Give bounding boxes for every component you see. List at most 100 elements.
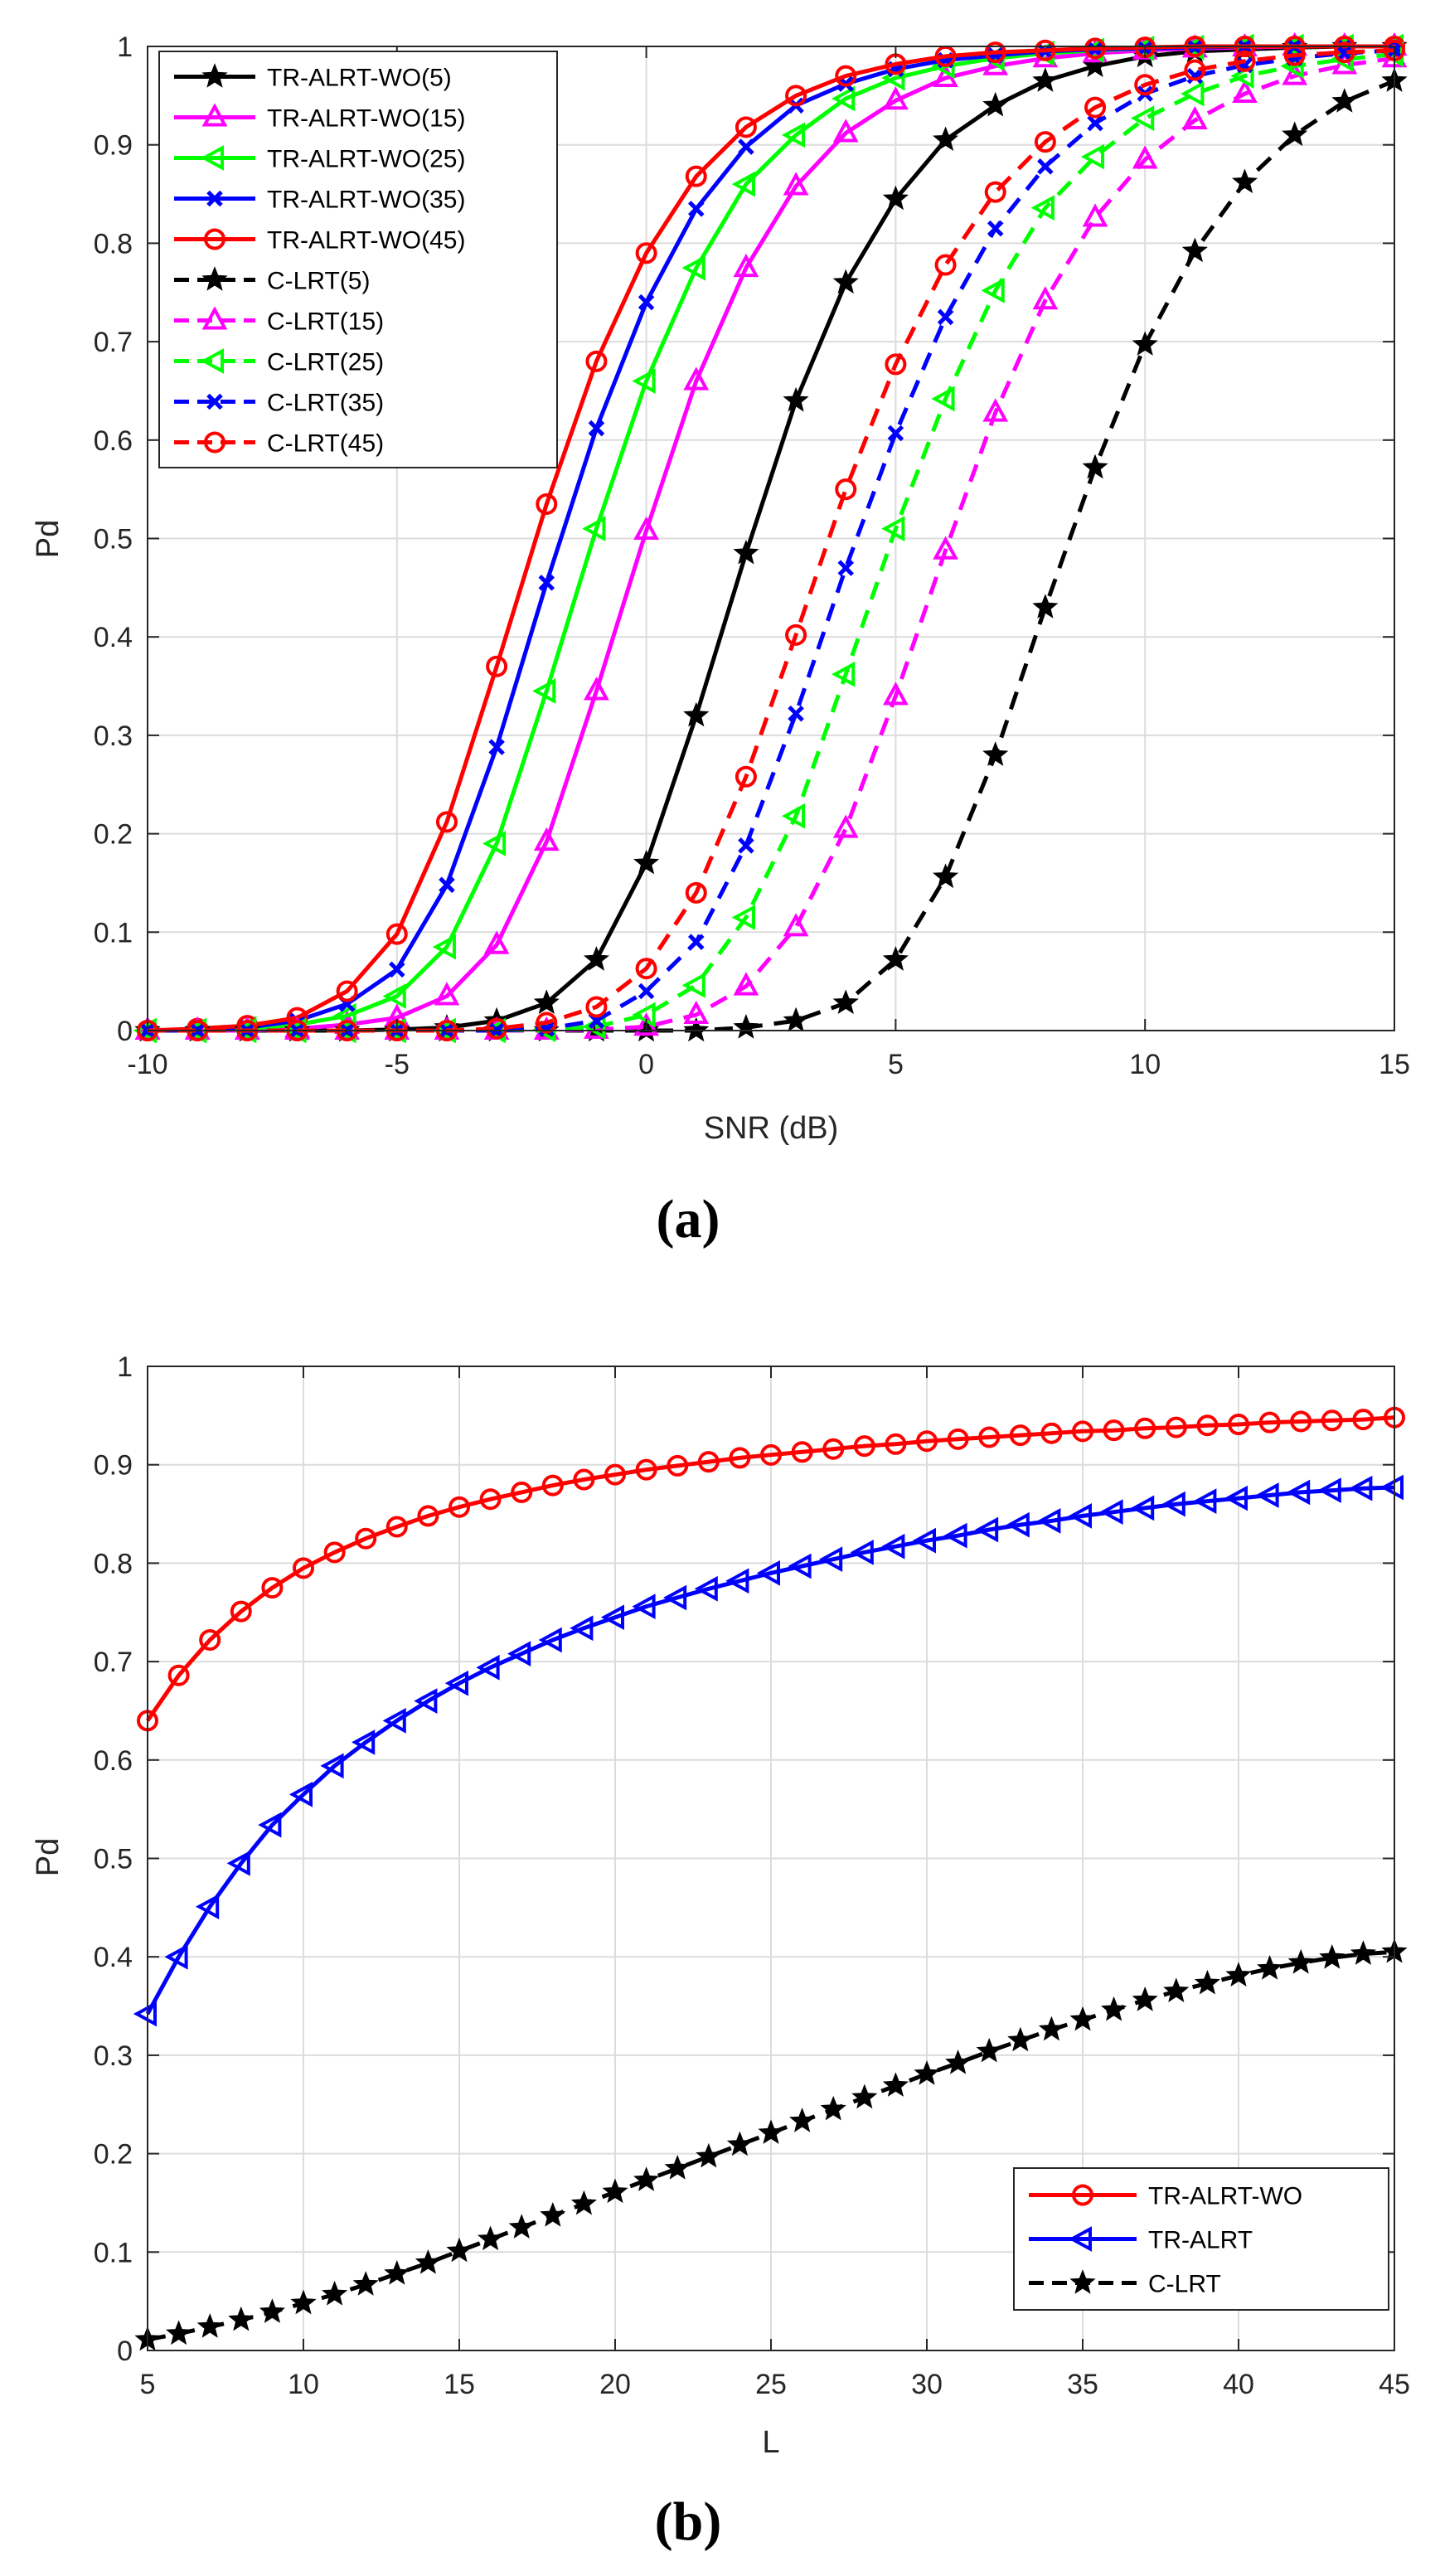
data-point-marker [1319,1944,1345,1969]
data-point-marker [1069,2006,1096,2031]
data-point-marker [1132,331,1158,356]
data-point-marker [1037,158,1054,175]
data-point-marker [822,1438,845,1460]
data-point-marker [832,119,859,143]
y-tick-label: 0.4 [94,622,133,653]
data-point-marker [947,1428,969,1450]
data-point-marker [290,2289,317,2315]
legend-label: C-LRT(45) [267,430,384,458]
data-point-marker [1038,2016,1065,2041]
data-point-marker [783,913,809,937]
data-point-marker [336,980,358,1002]
y-tick-label: 1 [117,1351,133,1383]
data-point-marker [165,2320,192,2346]
data-point-marker [832,85,856,112]
y-tick-label: 0.3 [94,2040,133,2072]
y-tick-label: 0.7 [94,327,133,358]
panel-label-a: (a) [657,1189,720,1249]
series-layer-b [133,1406,1408,2351]
data-point-marker [1134,74,1156,96]
data-point-marker [536,492,558,515]
y-tick-label: 0.1 [94,917,133,948]
data-point-marker [1072,1420,1093,1443]
legend-label: C-LRT(35) [267,390,384,417]
legend-entry: C-LRT [1029,2269,1221,2298]
data-point-marker [585,350,608,372]
legend-entry: TR-ALRT-WO(35) [174,187,465,214]
data-point-marker [664,2155,691,2180]
data-point-marker [507,1641,531,1666]
data-point-marker [982,398,1009,422]
data-point-marker [819,1546,843,1573]
data-point-marker [788,1553,812,1579]
data-point-marker [261,1577,284,1599]
legend-box [158,51,558,468]
data-point-marker [1068,1503,1092,1529]
data-point-marker [982,51,1009,75]
data-point-marker [1350,1940,1377,1965]
data-point-marker [582,516,606,541]
legend-marker [204,431,225,454]
x-tick-label: 35 [1067,2369,1098,2400]
data-point-marker [446,2237,473,2263]
data-point-marker [228,2306,255,2331]
data-point-marker [883,86,909,110]
data-point-marker [783,1007,809,1032]
data-point-marker [573,1468,595,1491]
data-point-marker [984,41,1006,64]
data-point-marker [832,814,859,838]
data-point-marker [382,983,406,1009]
data-point-marker [837,560,855,576]
data-point-marker [199,1628,221,1651]
data-point-marker [384,2260,410,2285]
data-point-marker [508,2214,535,2239]
data-point-marker [1186,67,1204,85]
data-point-marker [633,516,659,541]
data-point-marker [1196,1414,1219,1437]
data-point-marker [540,2202,566,2227]
data-point-marker [882,2072,909,2097]
data-point-marker [1290,1410,1312,1433]
data-point-marker [681,973,705,998]
legend-entry: TR-ALRT-WO(45) [174,227,465,255]
data-point-marker [696,2142,722,2168]
data-point-marker [1181,80,1205,107]
data-point-marker [635,242,657,264]
data-point-marker [933,126,959,152]
data-point-marker [883,682,909,706]
data-point-marker [638,982,655,1000]
data-point-marker [681,255,705,281]
x-axis-label-b: L [762,2425,779,2460]
data-point-marker [881,516,905,541]
data-point-marker [783,172,809,196]
data-point-marker [486,655,508,677]
data-point-marker [987,220,1004,237]
legend-entry: C-LRT(25) [174,348,384,376]
data-point-marker [667,1454,689,1477]
y-tick-label: 0.1 [94,2237,133,2268]
x-tick-label: 0 [638,1049,654,1080]
data-point-marker [835,478,857,501]
y-tick-label: 0.2 [94,2139,133,2171]
data-point-marker [1321,1409,1343,1432]
data-point-marker [434,982,460,1006]
data-point-marker [486,1017,508,1040]
series-c-lrt [134,1938,1408,2351]
y-tick-label: 0.5 [94,524,133,555]
data-point-marker [1317,1477,1341,1503]
data-point-marker [835,65,857,87]
data-point-marker [323,1541,346,1564]
y-tick-label: 0 [117,2336,133,2367]
data-point-marker [1352,1409,1375,1431]
data-point-marker [633,2166,660,2191]
data-point-marker [832,989,859,1015]
data-point-marker [196,2313,223,2338]
data-point-marker [632,1002,656,1028]
data-point-marker [882,946,909,971]
data-point-marker [633,849,660,875]
data-point-marker [931,386,955,412]
data-point-marker [1131,105,1155,132]
data-point-marker [944,2050,972,2074]
x-tick-label: 5 [140,2369,156,2400]
data-point-marker [321,2280,348,2306]
